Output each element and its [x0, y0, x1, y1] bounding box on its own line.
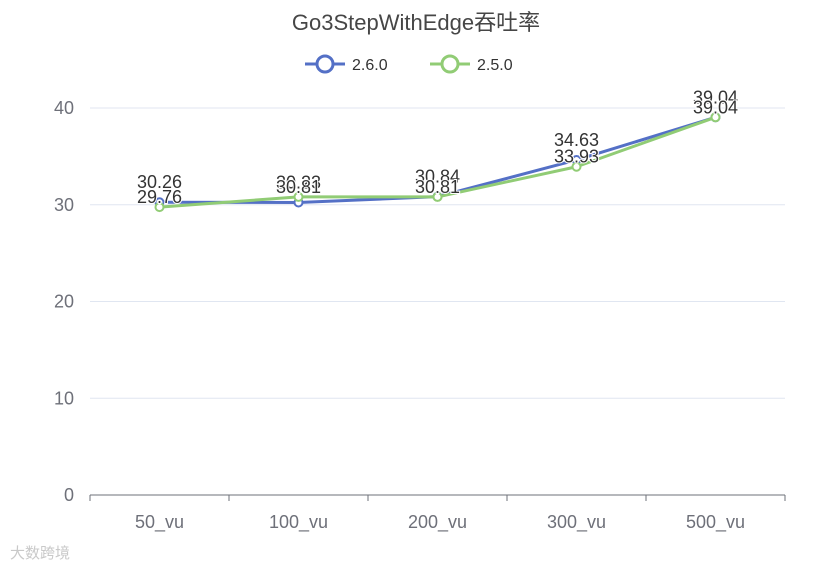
- data-label: 30.81: [415, 177, 460, 197]
- y-tick-label: 0: [64, 485, 74, 505]
- data-label: 39.04: [693, 97, 738, 117]
- data-point: [154, 202, 165, 213]
- legend-label: 2.5.0: [477, 57, 513, 74]
- series-2.5.0: [154, 112, 721, 213]
- y-tick-label: 20: [54, 292, 74, 312]
- y-tick-label: 30: [54, 195, 74, 215]
- data-label: 39.04: [693, 87, 738, 107]
- legend-marker-icon: [315, 54, 335, 74]
- chart-title: Go3StepWithEdge吞吐率: [292, 10, 540, 35]
- data-label: 33.93: [554, 147, 599, 167]
- y-tick-label: 40: [54, 98, 74, 118]
- x-tick-label: 100_vu: [269, 512, 328, 533]
- x-tick-label: 300_vu: [547, 512, 606, 533]
- data-label: 30.81: [276, 177, 321, 197]
- data-point: [710, 112, 721, 123]
- data-label: 30.23: [276, 173, 321, 193]
- x-tick-label: 200_vu: [408, 512, 467, 533]
- data-label: 29.76: [137, 187, 182, 207]
- watermark: 大数跨境: [10, 544, 71, 562]
- x-tick-label: 500_vu: [686, 512, 745, 533]
- legend-item-2.6.0[interactable]: 2.6.0: [305, 54, 388, 74]
- data-label: 30.26: [137, 172, 182, 192]
- data-point: [571, 161, 582, 172]
- y-tick-label: 10: [54, 388, 74, 408]
- grid-lines: [90, 107, 785, 399]
- x-axis: 50_vu 100_vu 200_vu 300_vu 500_vu: [89, 494, 786, 533]
- data-labels: 30.26 30.23 30.84 34.63 39.04 29.76 30.81 30.81…: [136, 86, 739, 208]
- x-tick-label: 50_vu: [135, 512, 184, 533]
- data-point: [432, 191, 443, 202]
- legend-item-2.5.0[interactable]: 2.5.0: [430, 54, 513, 74]
- data-point: [293, 191, 304, 202]
- legend-label: 2.6.0: [352, 57, 388, 74]
- data-label: 34.63: [554, 130, 599, 150]
- legend-marker-icon: [440, 54, 460, 74]
- series-lines: [154, 112, 721, 213]
- data-label: 30.84: [415, 167, 460, 187]
- y-axis: 0 10 20 30 40: [54, 98, 74, 505]
- legend[interactable]: 2.6.0 2.5.0: [305, 54, 513, 74]
